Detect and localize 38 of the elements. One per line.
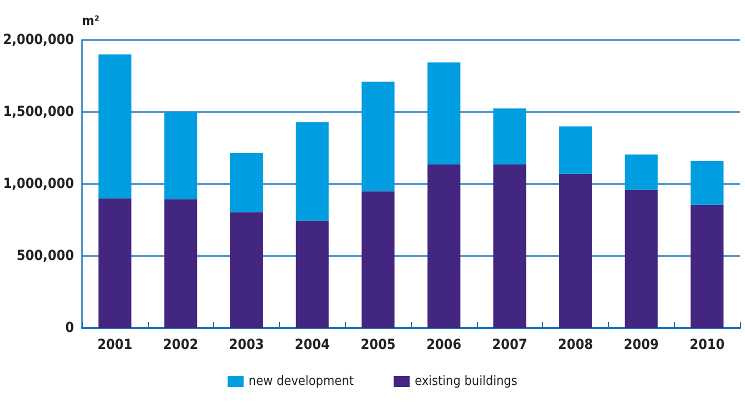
x-tick-label: 2004 [294,337,330,353]
bar [296,220,329,328]
bar [362,191,395,328]
bar [427,62,460,165]
bar [296,122,329,221]
x-tick-label: 2008 [558,337,594,353]
x-tick-label: 2009 [624,337,659,353]
bar [427,164,460,328]
x-tick-label: 2007 [492,337,528,353]
y-tick-label: 0 [65,320,74,336]
bar [624,154,658,190]
bar [164,112,198,200]
bar [690,204,724,328]
bar [164,199,198,328]
x-tick-label: 2001 [97,337,132,353]
y-axis-title: m² [82,14,100,29]
bar [493,108,526,165]
bar [98,54,132,198]
bar [559,174,592,328]
bar [493,164,526,328]
bar [230,153,263,212]
y-tick-label: 500,000 [16,248,74,264]
bar [690,160,724,205]
bar [362,82,395,192]
x-tick-label: 2010 [690,337,725,353]
x-tick-label: 2006 [426,337,462,353]
bar [559,126,592,174]
x-tick-label: 2003 [228,337,264,353]
bar [624,190,658,328]
y-tick-label: 2,000,000 [3,32,74,48]
legend-label: existing buildings [414,374,518,389]
bar [230,212,263,328]
bar [98,198,132,328]
x-tick-label: 2005 [360,337,396,353]
legend-label: new development [248,374,354,389]
x-tick-label: 2002 [163,337,198,353]
y-tick-label: 1,500,000 [3,104,74,120]
y-tick-label: 1,000,000 [3,176,74,192]
